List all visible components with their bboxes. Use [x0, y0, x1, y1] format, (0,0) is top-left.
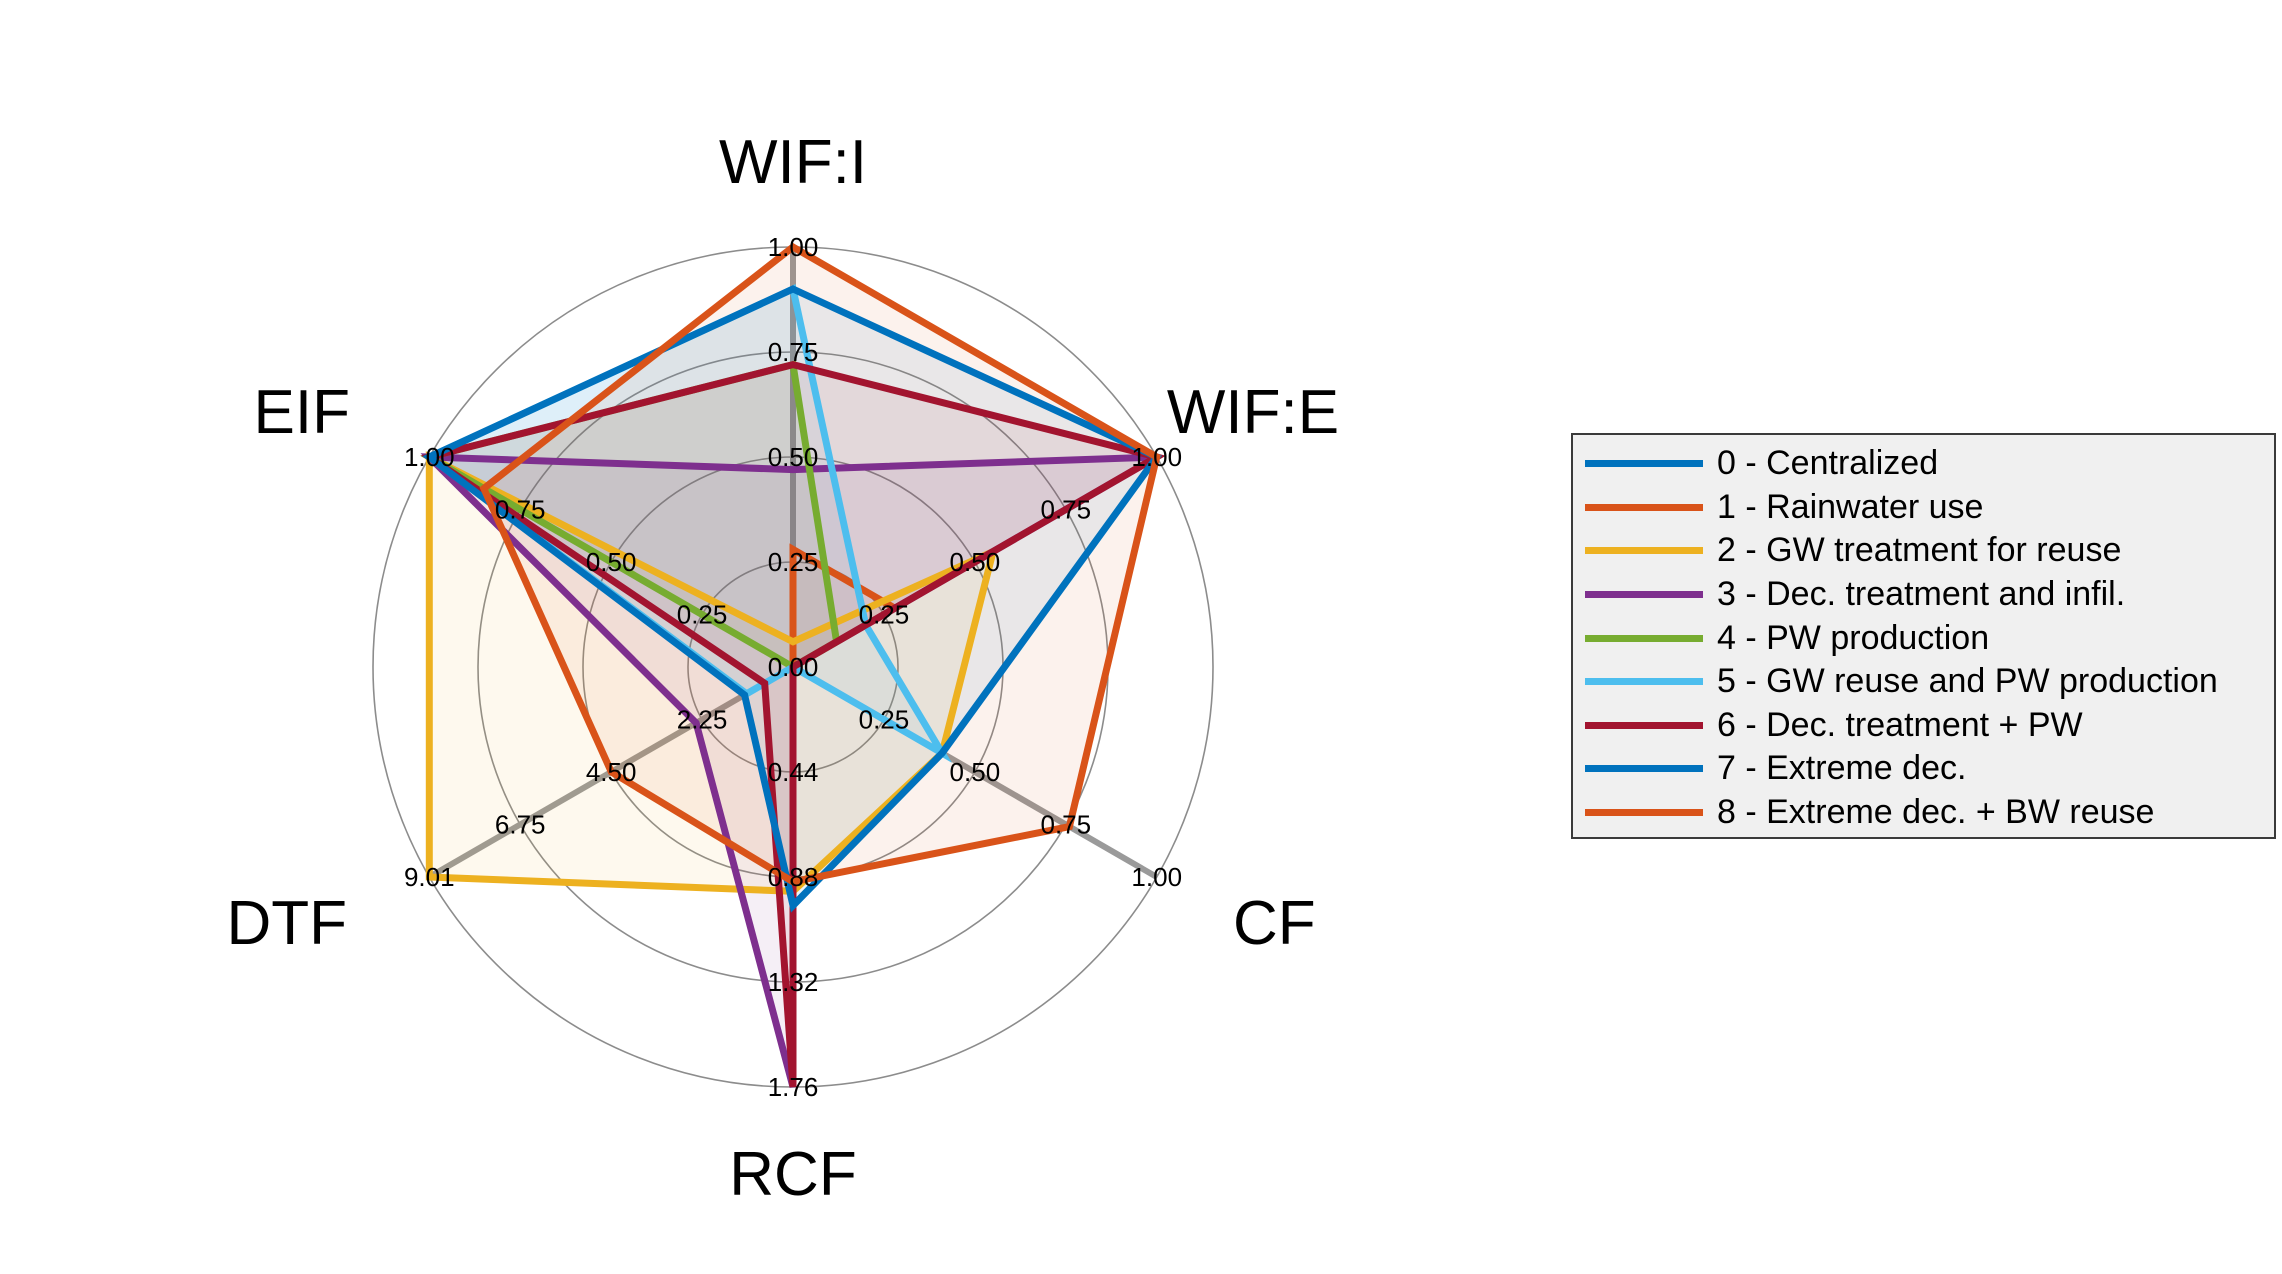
- axis-title-cf: CF: [1233, 889, 1316, 958]
- tick-label: 0.50: [586, 547, 637, 577]
- legend-label: 4 - PW production: [1717, 618, 1990, 657]
- legend-label: 0 - Centralized: [1717, 444, 1939, 483]
- legend-item: 3 - Dec. treatment and infil.: [1585, 573, 2274, 617]
- legend-label: 6 - Dec. treatment + PW: [1717, 705, 2083, 744]
- tick-label: 0.50: [950, 757, 1001, 787]
- legend-label: 1 - Rainwater use: [1717, 487, 1984, 526]
- series-fill-1: [793, 549, 895, 667]
- legend-swatch: [1585, 460, 1703, 468]
- legend-label: 3 - Dec. treatment and infil.: [1717, 575, 2126, 614]
- legend-label: 8 - Extreme dec. + BW reuse: [1717, 793, 2155, 832]
- legend-swatch: [1585, 503, 1703, 511]
- tick-label: 0.88: [768, 862, 819, 892]
- tick-label: 0.75: [495, 495, 546, 525]
- tick-label: 6.75: [495, 810, 546, 840]
- legend-item: 4 - PW production: [1585, 616, 2274, 660]
- tick-label: 0.00: [768, 652, 819, 682]
- tick-label: 0.25: [859, 705, 910, 735]
- legend-label: 2 - GW treatment for reuse: [1717, 531, 2122, 570]
- legend-label: 7 - Extreme dec.: [1717, 749, 1967, 788]
- axis-title-eif: EIF: [254, 378, 350, 447]
- tick-label: 0.44: [768, 757, 819, 787]
- tick-label: 0.25: [859, 600, 910, 630]
- legend-swatch: [1585, 721, 1703, 729]
- tick-label: 1.00: [404, 442, 455, 472]
- tick-label: 1.00: [1131, 862, 1182, 892]
- axis-titles: WIF:I WIF:E CF RCF DTF EIF: [226, 128, 1339, 1209]
- legend-item: 1 - Rainwater use: [1585, 486, 2274, 530]
- tick-label: 4.50: [586, 757, 637, 787]
- radar-chart: 0.00 0.25 0.50 0.75 1.00 0.25 0.50 0.75 1.00 0.25…: [226, 128, 1339, 1209]
- tick-label: 0.75: [768, 337, 819, 367]
- legend-item: 7 - Extreme dec.: [1585, 747, 2274, 791]
- series-line-8: [479, 242, 1161, 886]
- axis-tick-labels: 0.00 0.25 0.50 0.75 1.00 0.25 0.50 0.75 1.00 0.25…: [404, 232, 1182, 1102]
- axis-title-wifi: WIF:I: [719, 128, 867, 197]
- tick-label: 2.25: [677, 705, 728, 735]
- tick-label: 1.32: [768, 967, 819, 997]
- series-lines: [420, 242, 1166, 1088]
- tick-label: 1.00: [768, 232, 819, 262]
- axis-title-rcf: RCF: [729, 1140, 856, 1209]
- tick-label: 0.50: [950, 547, 1001, 577]
- legend-item: 0 - Centralized: [1585, 442, 2274, 486]
- tick-label: 1.76: [768, 1072, 819, 1102]
- tick-label: 9.01: [404, 862, 455, 892]
- tick-label: 0.50: [768, 442, 819, 472]
- legend-swatch: [1585, 547, 1703, 555]
- legend-item: 5 - GW reuse and PW production: [1585, 660, 2274, 704]
- series-fill-4: [429, 364, 837, 667]
- series-fill-5: [429, 289, 943, 754]
- tick-label: 0.25: [768, 547, 819, 577]
- legend-swatch: [1585, 678, 1703, 686]
- legend-item: 8 - Extreme dec. + BW reuse: [1585, 791, 2274, 835]
- tick-label: 0.75: [1040, 810, 1091, 840]
- legend-swatch: [1585, 634, 1703, 642]
- legend-swatch: [1585, 591, 1703, 599]
- legend-item: 6 - Dec. treatment + PW: [1585, 704, 2274, 748]
- legend-swatch: [1585, 809, 1703, 817]
- tick-label: 0.25: [677, 600, 728, 630]
- legend-label: 5 - GW reuse and PW production: [1717, 662, 2218, 701]
- axis-title-dtf: DTF: [226, 889, 347, 958]
- legend: 0 - Centralized 1 - Rainwater use 2 - GW t…: [1571, 433, 2276, 839]
- axis-title-wife: WIF:E: [1167, 378, 1339, 447]
- legend-swatch: [1585, 765, 1703, 773]
- tick-label: 0.75: [1040, 495, 1091, 525]
- tick-label: 1.00: [1131, 442, 1182, 472]
- legend-item: 2 - GW treatment for reuse: [1585, 529, 2274, 573]
